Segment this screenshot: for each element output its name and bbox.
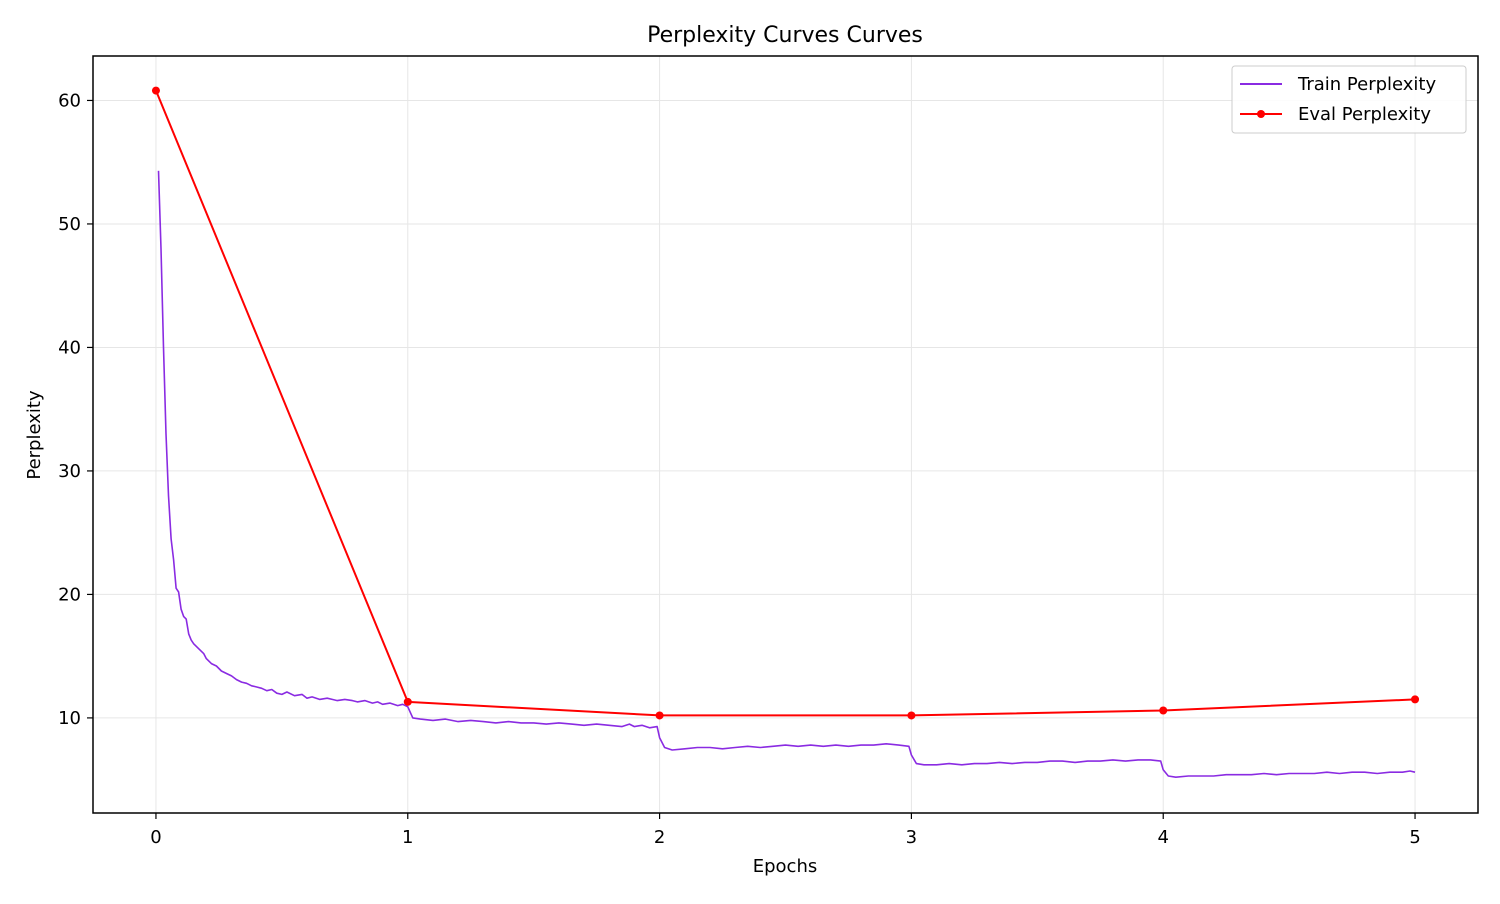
series-point-1 <box>1159 706 1168 715</box>
legend: Train Perplexity Eval Perplexity <box>1231 65 1467 134</box>
legend-label-1: Eval Perplexity <box>1298 104 1431 125</box>
tick-layer: 0 1 2 3 4 5 10 20 30 40 50 60 <box>58 90 1421 848</box>
y-tick-label: 20 <box>58 584 81 605</box>
series-point-1 <box>907 711 916 720</box>
series-point-1 <box>1411 695 1420 704</box>
grid-layer <box>93 56 1478 813</box>
y-axis-label: Perplexity <box>24 390 45 480</box>
y-tick-label: 10 <box>58 708 81 729</box>
x-tick-label: 3 <box>906 827 917 848</box>
legend-box <box>1231 65 1467 134</box>
y-tick-label: 60 <box>58 90 81 111</box>
plot-frame <box>92 55 1479 814</box>
legend-marker-1 <box>1257 110 1265 118</box>
series-layer <box>151 86 1420 779</box>
x-tick-label: 1 <box>402 827 413 848</box>
x-tick-label: 2 <box>654 827 665 848</box>
series-point-1 <box>655 711 664 720</box>
x-tick-label: 5 <box>1409 827 1420 848</box>
y-tick-label: 40 <box>58 337 81 358</box>
y-tick-label: 50 <box>58 214 81 235</box>
y-tick-label: 30 <box>58 461 81 482</box>
series-point-1 <box>403 697 412 706</box>
series-line-1 <box>155 90 1416 717</box>
series-line-0 <box>157 170 1416 779</box>
x-axis-label: Epochs <box>753 856 818 877</box>
series-point-1 <box>151 86 160 95</box>
x-tick-label: 0 <box>150 827 161 848</box>
legend-label-0: Train Perplexity <box>1297 74 1436 95</box>
chart-title: Perplexity Curves Curves <box>647 23 923 48</box>
x-tick-label: 4 <box>1158 827 1169 848</box>
